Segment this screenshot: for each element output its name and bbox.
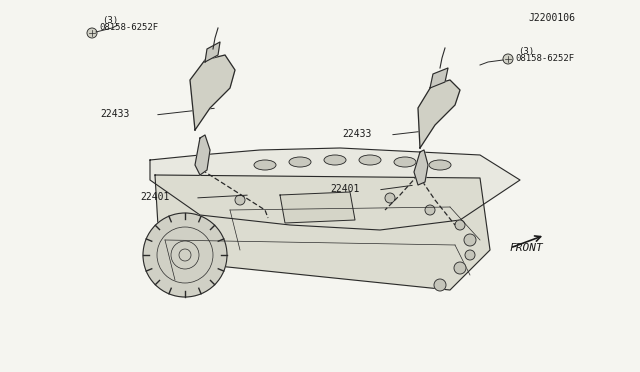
- Ellipse shape: [359, 155, 381, 165]
- Circle shape: [385, 193, 395, 203]
- Circle shape: [454, 262, 466, 274]
- Text: (3): (3): [518, 46, 534, 55]
- Ellipse shape: [429, 160, 451, 170]
- Ellipse shape: [324, 155, 346, 165]
- Circle shape: [455, 220, 465, 230]
- Circle shape: [143, 213, 227, 297]
- Polygon shape: [155, 175, 490, 290]
- Circle shape: [503, 54, 513, 64]
- Polygon shape: [418, 80, 460, 148]
- Circle shape: [87, 28, 97, 38]
- Circle shape: [464, 234, 476, 246]
- Polygon shape: [150, 148, 520, 230]
- Text: (3): (3): [102, 16, 118, 25]
- Ellipse shape: [254, 160, 276, 170]
- Text: 22401: 22401: [330, 184, 360, 194]
- Ellipse shape: [394, 157, 416, 167]
- Polygon shape: [414, 150, 428, 185]
- Text: 08158-6252F: 08158-6252F: [515, 54, 574, 62]
- Circle shape: [434, 279, 446, 291]
- Circle shape: [235, 195, 245, 205]
- Polygon shape: [195, 135, 210, 175]
- Circle shape: [425, 205, 435, 215]
- Text: 22401: 22401: [140, 192, 170, 202]
- Polygon shape: [205, 42, 220, 62]
- Polygon shape: [280, 192, 355, 223]
- Text: 22433: 22433: [100, 109, 129, 119]
- Circle shape: [465, 250, 475, 260]
- Text: FRONT: FRONT: [510, 243, 544, 253]
- Text: 22433: 22433: [342, 129, 371, 139]
- Polygon shape: [190, 55, 235, 130]
- Ellipse shape: [289, 157, 311, 167]
- Polygon shape: [430, 68, 448, 88]
- Text: J2200106: J2200106: [528, 13, 575, 23]
- Text: 08158-6252F: 08158-6252F: [99, 22, 158, 32]
